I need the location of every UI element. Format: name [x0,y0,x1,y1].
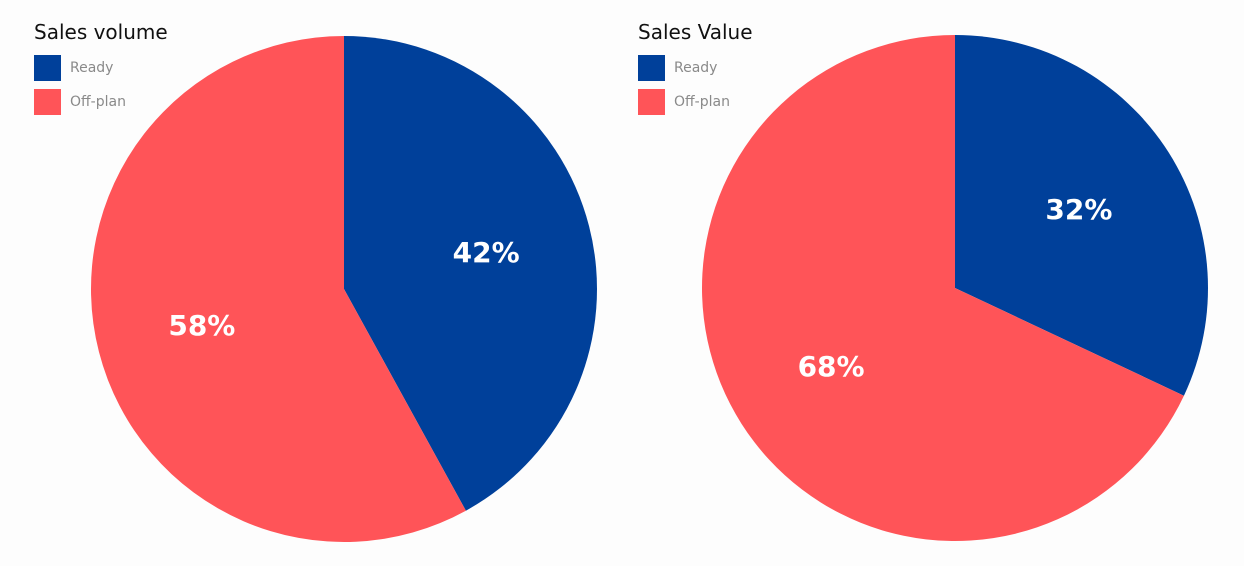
legend-swatch-off-plan [34,89,61,115]
pie-slice-off-plan[interactable] [702,35,1184,541]
legend: Ready Off-plan [638,55,730,123]
data-label-off-plan: 58% [168,309,235,342]
pie-slice-ready[interactable] [955,35,1209,396]
legend-item-off-plan[interactable]: Off-plan [34,89,126,115]
legend-swatch-ready [34,55,61,81]
pie-svg-sales-volume: 42% 58% [91,36,597,542]
chart-title: Sales volume [34,20,168,44]
data-label-ready: 42% [453,236,520,269]
pie-chart-sales-value: 32% 68% Sales Value Ready Off-plan [622,0,1244,566]
pie-chart-sales-volume: 42% 58% Sales volume Ready Off-plan [34,20,597,542]
legend-swatch-ready [638,55,665,81]
chart-title: Sales Value [638,20,753,44]
pie-slice-ready[interactable] [344,36,597,511]
data-label-ready: 32% [1045,193,1112,226]
legend-label-ready: Ready [70,60,114,76]
legend-label-ready: Ready [674,60,718,76]
legend-label-off-plan: Off-plan [674,94,730,110]
legend-item-ready[interactable]: Ready [34,55,126,81]
legend-item-ready[interactable]: Ready [638,55,730,81]
legend: Ready Off-plan [34,55,126,123]
legend-swatch-off-plan [638,89,665,115]
legend-label-off-plan: Off-plan [70,94,126,110]
pie-svg-sales-value: 32% 68% [702,35,1209,541]
legend-item-off-plan[interactable]: Off-plan [638,89,730,115]
pie-slice-off-plan[interactable] [91,36,466,542]
data-label-off-plan: 68% [798,350,865,383]
